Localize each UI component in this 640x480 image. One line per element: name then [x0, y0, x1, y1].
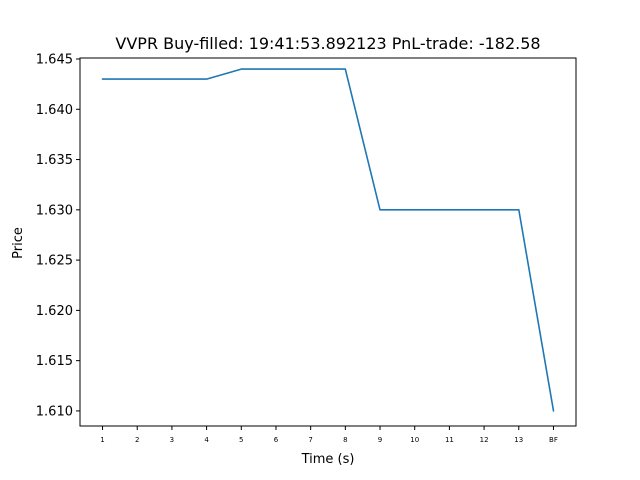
y-tick-label: 1.645 — [36, 53, 73, 68]
y-axis-label: Price — [11, 227, 26, 259]
plot-area: 1.610 1.615 1.620 1.625 1.630 1.635 1.640 1.645… — [36, 53, 577, 444]
x-tick-label: 3 — [170, 436, 174, 444]
x-tick-label: 5 — [239, 436, 243, 444]
x-tick-label: BF — [549, 436, 558, 444]
axes-frame — [79, 57, 577, 427]
y-tick-label: 1.630 — [36, 203, 73, 218]
x-tick-label: 8 — [343, 436, 347, 444]
x-tick-label: 11 — [445, 436, 454, 444]
price-series-line — [101, 68, 555, 412]
y-tick-label: 1.615 — [36, 354, 73, 369]
x-axis-label: Time (s) — [301, 452, 355, 467]
x-tick-label: 2 — [135, 436, 139, 444]
x-tick-label: 4 — [204, 436, 209, 444]
x-tick-label: 10 — [410, 436, 419, 444]
x-tick-label: 6 — [274, 436, 279, 444]
x-tick-label: 9 — [378, 436, 382, 444]
y-tick-label: 1.610 — [36, 404, 73, 419]
y-tick-label: 1.625 — [36, 254, 73, 269]
chart-title: VVPR Buy-filled: 19:41:53.892123 PnL-tra… — [115, 34, 540, 53]
y-tick-label: 1.640 — [36, 103, 73, 118]
x-tick-label: 7 — [308, 436, 312, 444]
y-tick-label: 1.635 — [36, 153, 73, 168]
x-tick-label: 1 — [100, 436, 104, 444]
x-tick-label: 13 — [514, 436, 523, 444]
y-tick-label: 1.620 — [36, 304, 73, 319]
x-tick-label: 12 — [480, 436, 489, 444]
